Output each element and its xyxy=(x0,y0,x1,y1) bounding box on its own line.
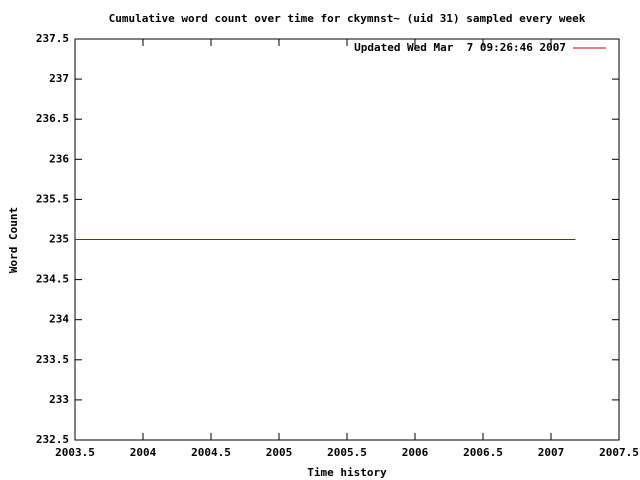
x-tick-label: 2005.5 xyxy=(327,446,367,459)
chart-title: Cumulative word count over time for ckym… xyxy=(109,12,586,25)
x-tick-label: 2006 xyxy=(402,446,429,459)
y-tick-label: 236.5 xyxy=(36,112,69,125)
y-tick-label: 233 xyxy=(49,393,69,406)
y-tick-label: 234 xyxy=(49,313,69,326)
y-tick-label: 232.5 xyxy=(36,433,69,446)
x-axis-label: Time history xyxy=(307,466,387,479)
x-tick-label: 2006.5 xyxy=(463,446,503,459)
y-axis-label: Word Count xyxy=(7,207,20,273)
x-tick-label: 2005 xyxy=(266,446,293,459)
y-tick-label: 237.5 xyxy=(36,32,69,45)
x-tick-label: 2004.5 xyxy=(191,446,231,459)
y-tick-label: 235.5 xyxy=(36,192,69,205)
x-tick-label: 2007.5 xyxy=(599,446,639,459)
y-tick-label: 234.5 xyxy=(36,273,69,286)
y-tick-label: 233.5 xyxy=(36,353,69,366)
x-tick-label: 2003.5 xyxy=(55,446,95,459)
x-tick-label: 2004 xyxy=(130,446,157,459)
legend-label: Updated Wed Mar 7 09:26:46 2007 xyxy=(354,41,566,54)
y-tick-label: 237 xyxy=(49,72,69,85)
x-tick-label: 2007 xyxy=(538,446,565,459)
y-tick-label: 235 xyxy=(49,233,69,246)
y-tick-label: 236 xyxy=(49,152,69,165)
